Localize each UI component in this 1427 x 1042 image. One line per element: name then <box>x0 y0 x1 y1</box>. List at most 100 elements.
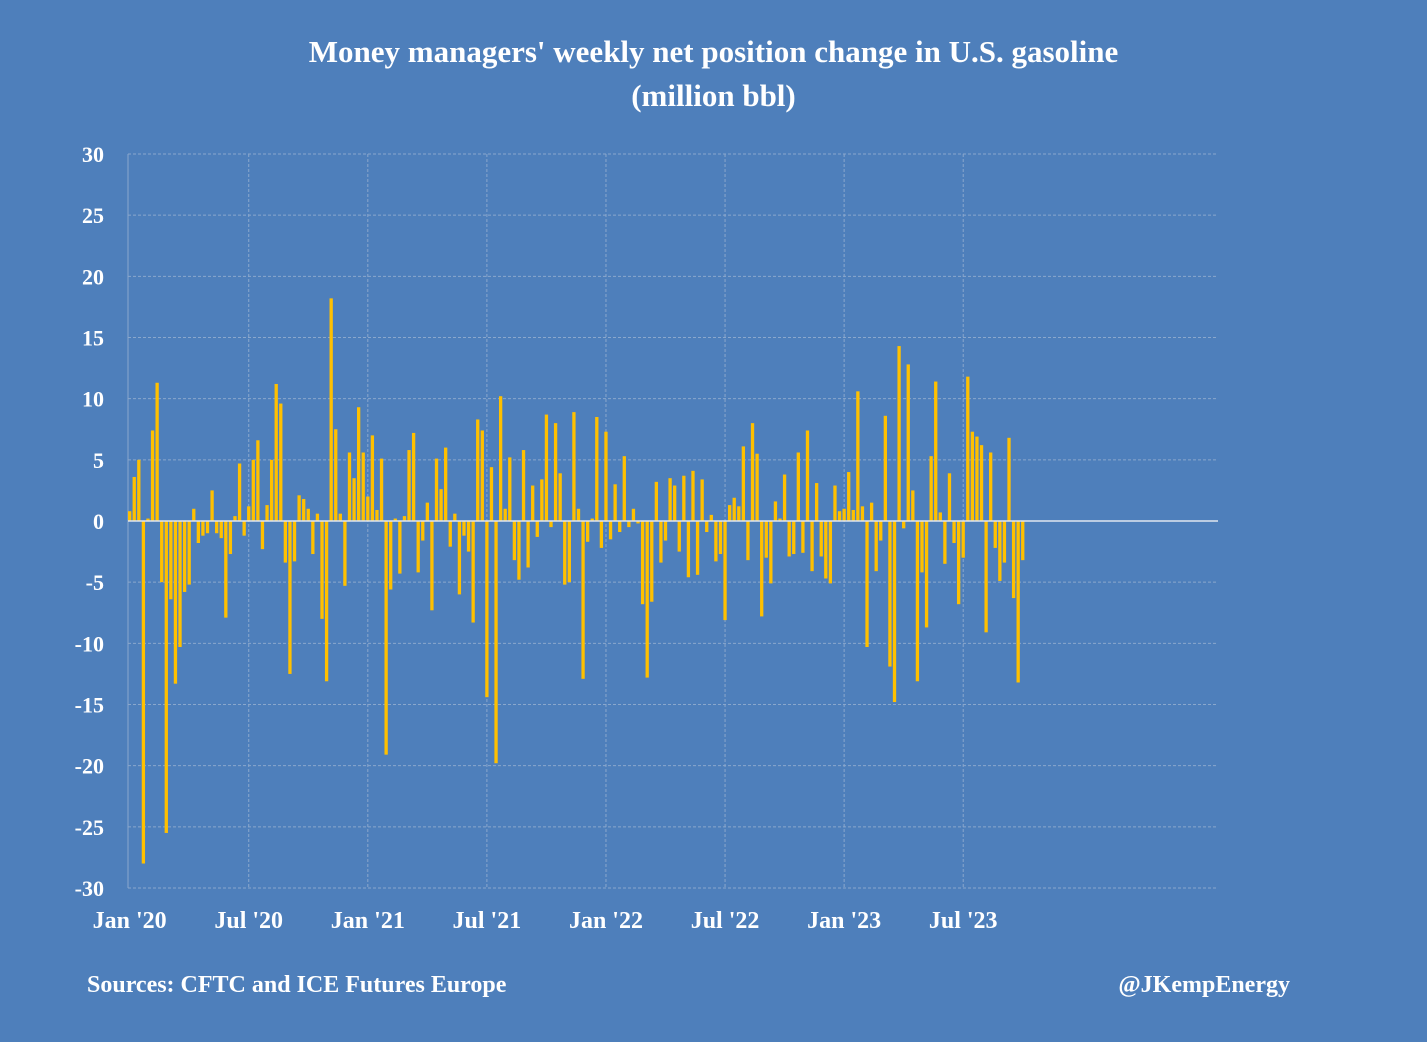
y-axis-tick-labels: 30 25 20 15 10 5 0 -5 -10 -15 -20 -25 -30 <box>75 142 104 901</box>
bar <box>269 459 274 521</box>
bar <box>787 521 791 557</box>
bar <box>750 423 755 521</box>
y-tick-label: -5 <box>86 570 104 595</box>
y-tick-label: 15 <box>82 326 104 351</box>
y-tick-label: -25 <box>75 815 104 840</box>
bar <box>760 521 764 617</box>
bar <box>357 407 361 521</box>
bar <box>590 518 594 521</box>
bar <box>828 521 833 584</box>
bar <box>471 521 475 623</box>
bar <box>389 521 393 590</box>
y-tick-label: 10 <box>82 387 104 412</box>
bar <box>320 521 324 619</box>
bar <box>659 521 663 563</box>
bar <box>343 521 347 586</box>
bar <box>279 403 283 521</box>
bar <box>668 478 672 521</box>
bar <box>1021 521 1025 561</box>
bar <box>439 489 443 521</box>
bar <box>929 456 933 521</box>
bar <box>128 511 132 521</box>
bar <box>334 429 338 521</box>
y-tick-label: 20 <box>82 264 104 289</box>
x-tick-label: Jul '20 <box>214 908 283 934</box>
y-tick-label: -10 <box>75 631 104 656</box>
bar <box>956 521 961 605</box>
bar <box>842 508 846 521</box>
bar <box>237 463 242 521</box>
bar <box>938 512 942 521</box>
chart-title-line-1: Money managers' weekly net position chan… <box>308 34 1119 69</box>
bar <box>169 521 173 600</box>
bar <box>361 452 365 521</box>
bar <box>874 521 878 572</box>
bar <box>869 502 874 521</box>
bar <box>182 521 187 592</box>
bar <box>494 521 498 764</box>
bar <box>943 521 947 564</box>
bar <box>805 430 810 521</box>
bar <box>292 521 297 562</box>
y-tick-label: 30 <box>82 142 104 167</box>
chart-title-line-2: (million bbl) <box>631 78 796 113</box>
bar <box>531 485 535 521</box>
bar <box>508 457 512 521</box>
bar <box>146 518 150 521</box>
source-note: Sources: CFTC and ICE Futures Europe <box>87 972 507 998</box>
bar <box>815 483 819 521</box>
bar <box>384 521 388 755</box>
bar <box>640 521 645 605</box>
bar <box>631 508 636 521</box>
bar <box>801 521 805 553</box>
bar <box>315 513 320 521</box>
bar <box>613 484 617 521</box>
bar <box>879 521 883 541</box>
bar <box>549 521 553 528</box>
bar <box>723 521 727 621</box>
bar <box>453 513 457 521</box>
bar <box>521 450 526 521</box>
bar <box>934 381 938 521</box>
bar <box>512 521 517 561</box>
bar <box>966 376 970 521</box>
bar <box>737 506 741 521</box>
bar <box>233 516 237 521</box>
bar <box>265 505 269 521</box>
bar <box>837 511 842 521</box>
bar <box>141 521 146 864</box>
bar <box>755 453 759 521</box>
bar <box>219 521 223 539</box>
bar <box>636 521 640 524</box>
bar <box>773 501 778 521</box>
bar <box>979 445 984 521</box>
bar <box>732 497 736 521</box>
bar <box>700 479 704 521</box>
bar <box>160 521 164 583</box>
bar <box>535 521 539 537</box>
bar <box>970 431 975 521</box>
bar <box>856 391 860 521</box>
bar <box>599 521 604 548</box>
bar <box>260 521 265 550</box>
bars <box>128 298 1025 864</box>
bar <box>663 521 668 541</box>
bar <box>421 521 425 541</box>
bar <box>883 415 887 521</box>
bar <box>178 521 182 648</box>
bar <box>540 479 544 521</box>
bar <box>155 382 159 521</box>
bar <box>215 521 219 534</box>
bar <box>338 513 342 521</box>
bar <box>297 495 301 521</box>
bar <box>224 521 228 618</box>
bar <box>1011 521 1016 599</box>
bar <box>915 521 920 682</box>
bar <box>164 521 168 833</box>
bar <box>402 516 407 521</box>
bar <box>989 452 993 521</box>
y-tick-label: 25 <box>82 203 104 228</box>
bar <box>833 485 837 521</box>
bar <box>576 508 581 521</box>
bar <box>975 436 979 521</box>
